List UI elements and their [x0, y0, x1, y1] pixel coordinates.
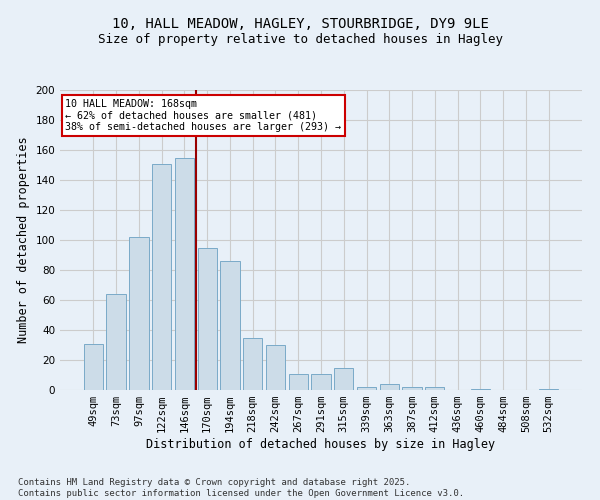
Bar	[425, 387, 445, 390]
Bar	[266, 345, 285, 390]
Text: 10, HALL MEADOW, HAGLEY, STOURBRIDGE, DY9 9LE: 10, HALL MEADOW, HAGLEY, STOURBRIDGE, DY…	[112, 18, 488, 32]
Bar	[289, 374, 308, 390]
Bar	[470, 388, 490, 390]
Bar	[334, 368, 353, 390]
Bar	[106, 294, 126, 390]
Text: Size of property relative to detached houses in Hagley: Size of property relative to detached ho…	[97, 32, 503, 46]
Text: 10 HALL MEADOW: 168sqm
← 62% of detached houses are smaller (481)
38% of semi-de: 10 HALL MEADOW: 168sqm ← 62% of detached…	[65, 99, 341, 132]
Bar	[220, 261, 239, 390]
Text: Contains HM Land Registry data © Crown copyright and database right 2025.
Contai: Contains HM Land Registry data © Crown c…	[18, 478, 464, 498]
Bar	[129, 237, 149, 390]
Bar	[403, 387, 422, 390]
Bar	[84, 344, 103, 390]
Bar	[311, 374, 331, 390]
Bar	[539, 388, 558, 390]
Bar	[243, 338, 262, 390]
Bar	[357, 387, 376, 390]
Y-axis label: Number of detached properties: Number of detached properties	[17, 136, 30, 344]
Bar	[152, 164, 172, 390]
Bar	[380, 384, 399, 390]
Bar	[175, 158, 194, 390]
Bar	[197, 248, 217, 390]
X-axis label: Distribution of detached houses by size in Hagley: Distribution of detached houses by size …	[146, 438, 496, 451]
